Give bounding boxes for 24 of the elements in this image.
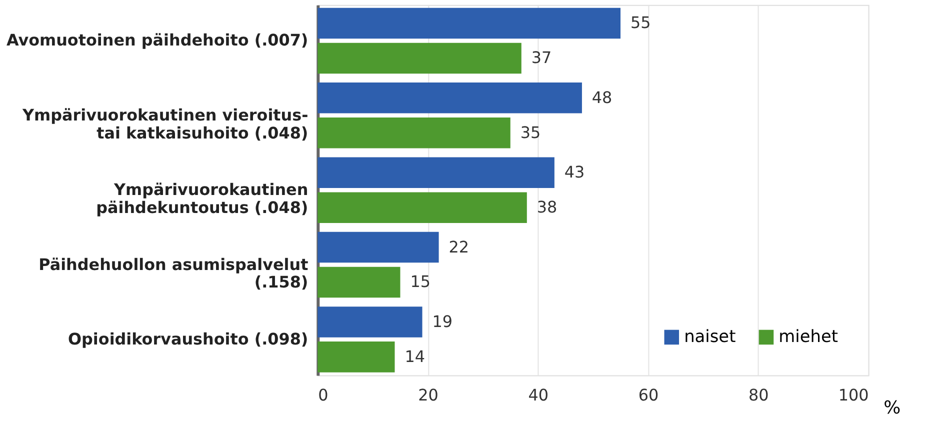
data-label: 19 <box>432 312 452 331</box>
data-label: 15 <box>410 272 430 292</box>
y-tick-label: Ympärivuorokautinen päihdekuntoutus (.048) <box>96 180 308 217</box>
x-tick-label: 0 <box>318 386 328 405</box>
data-label: 55 <box>630 13 651 32</box>
x-tick-label: 20 <box>418 386 438 405</box>
y-tick-label: Avomuotoinen päihdehoito (.007) <box>6 30 308 50</box>
data-label: 43 <box>564 162 585 182</box>
y-tick-label: Opioidikorvaushoito (.098) <box>68 329 308 348</box>
data-label: 48 <box>592 88 612 107</box>
data-label: 38 <box>536 198 558 217</box>
x-axis-title: % <box>884 398 901 419</box>
y-tick-label: Päihdehuollon asumispalvelut (.158) <box>38 254 309 292</box>
legend-label: miehet <box>778 326 838 346</box>
x-tick-label: 40 <box>528 386 549 405</box>
legend-label: naiset <box>684 326 736 346</box>
data-label: 37 <box>531 48 552 68</box>
data-label: 22 <box>448 237 470 256</box>
x-tick-label: 80 <box>748 386 769 405</box>
data-label: 14 <box>404 346 425 366</box>
x-tick-label: 60 <box>638 386 659 405</box>
x-tick-label: 100 <box>838 386 869 405</box>
y-tick-label: Ympärivuorokautinen vieroitus- tai katkaisuhoito (.048) <box>22 105 308 142</box>
data-label: 35 <box>520 122 541 142</box>
